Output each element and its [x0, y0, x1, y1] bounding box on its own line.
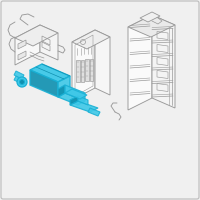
- Polygon shape: [80, 60, 84, 82]
- Polygon shape: [128, 15, 152, 110]
- Polygon shape: [128, 15, 175, 37]
- Polygon shape: [18, 51, 26, 60]
- Polygon shape: [72, 30, 95, 100]
- Polygon shape: [70, 96, 78, 105]
- Polygon shape: [40, 25, 58, 60]
- Polygon shape: [65, 89, 87, 99]
- Circle shape: [20, 79, 24, 84]
- Polygon shape: [30, 64, 70, 82]
- Polygon shape: [72, 30, 110, 49]
- Polygon shape: [140, 12, 160, 22]
- Polygon shape: [90, 58, 93, 80]
- Polygon shape: [70, 101, 98, 112]
- Polygon shape: [65, 85, 85, 101]
- Polygon shape: [15, 25, 40, 65]
- Circle shape: [17, 77, 27, 87]
- Polygon shape: [95, 30, 110, 95]
- Polygon shape: [15, 25, 58, 46]
- Polygon shape: [58, 76, 70, 97]
- Polygon shape: [58, 85, 65, 97]
- Polygon shape: [14, 76, 24, 84]
- Polygon shape: [152, 15, 175, 108]
- Polygon shape: [85, 59, 88, 81]
- Polygon shape: [18, 40, 26, 49]
- Polygon shape: [58, 93, 85, 105]
- Polygon shape: [88, 108, 100, 116]
- Polygon shape: [14, 71, 24, 79]
- Polygon shape: [76, 60, 80, 82]
- Polygon shape: [30, 70, 58, 97]
- Polygon shape: [78, 96, 88, 105]
